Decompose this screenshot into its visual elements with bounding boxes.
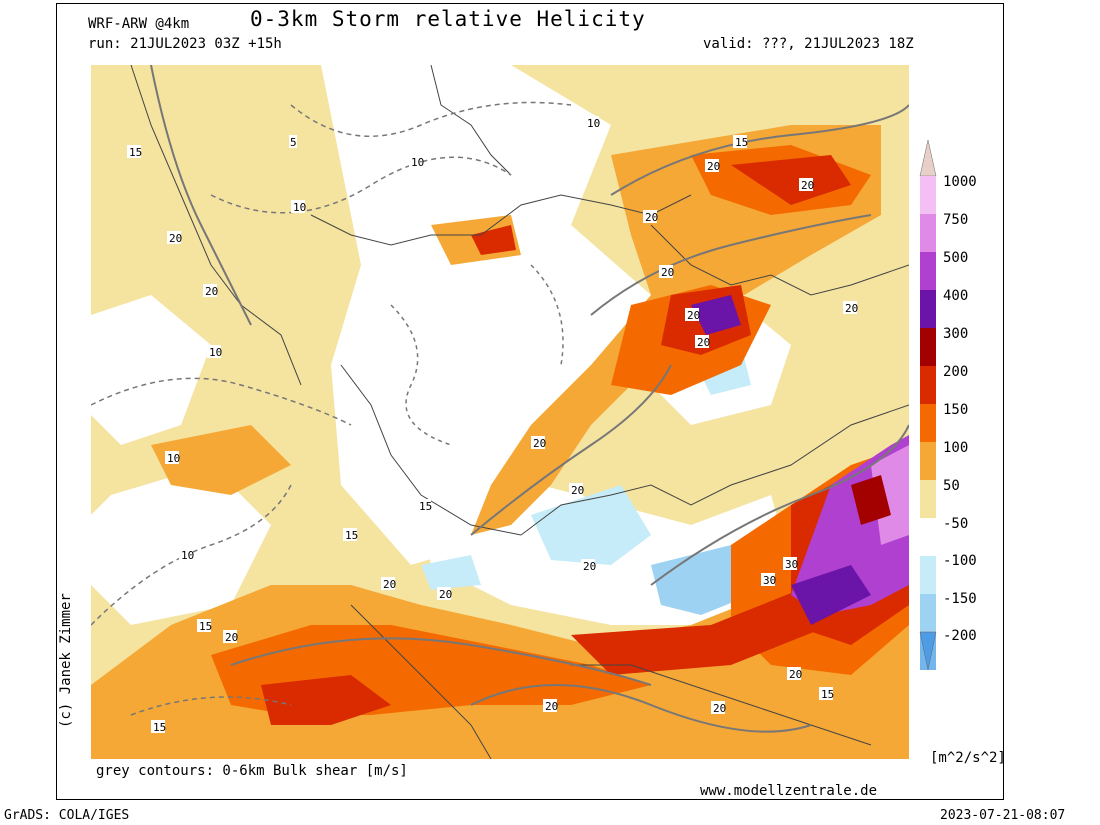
contour-label: 10 <box>585 116 600 130</box>
svg-text:20: 20 <box>713 702 726 715</box>
colorbar-tick-label: 500 <box>943 250 969 266</box>
copyright-credit: (c) Janek Zimmer <box>58 593 74 728</box>
contour-label: 10 <box>291 200 306 214</box>
svg-text:10: 10 <box>293 201 306 214</box>
svg-text:20: 20 <box>383 578 396 591</box>
figure-frame <box>56 3 1004 800</box>
contour-label: 20 <box>711 701 726 715</box>
valid-label: valid: ???, 21JUL2023 18Z <box>703 36 914 52</box>
colorbar-tick-label: -50 <box>943 516 969 532</box>
colorbar-tick-label: 300 <box>943 326 969 342</box>
contour-note: grey contours: 0-6km Bulk shear [m/s] <box>96 763 408 779</box>
contour-label: 20 <box>569 483 584 497</box>
svg-text:20: 20 <box>661 266 674 279</box>
contour-label: 20 <box>543 699 558 713</box>
contour-label: 20 <box>381 577 396 591</box>
website-label: www.modellzentrale.de <box>700 783 878 799</box>
contour-label: 15 <box>127 145 142 159</box>
contour-label: 15 <box>819 687 834 701</box>
svg-text:20: 20 <box>687 309 700 322</box>
svg-text:20: 20 <box>439 588 452 601</box>
svg-text:10: 10 <box>411 156 424 169</box>
run-label: run: 21JUL2023 03Z +15h <box>88 36 282 52</box>
svg-text:30: 30 <box>763 574 776 587</box>
svg-text:20: 20 <box>205 285 218 298</box>
svg-text:20: 20 <box>789 668 802 681</box>
colorbar-tick-label: -200 <box>943 628 977 644</box>
svg-text:20: 20 <box>545 700 558 713</box>
contour-label: 20 <box>685 308 700 322</box>
contour-label: 20 <box>581 559 596 573</box>
svg-text:15: 15 <box>199 620 212 633</box>
svg-text:20: 20 <box>645 211 658 224</box>
svg-text:15: 15 <box>129 146 142 159</box>
contour-label: 15 <box>343 528 358 542</box>
svg-text:15: 15 <box>821 688 834 701</box>
svg-text:20: 20 <box>169 232 182 245</box>
svg-text:15: 15 <box>419 500 432 513</box>
contour-label: 20 <box>531 436 546 450</box>
units-label: [m^2/s^2] <box>930 750 1006 766</box>
colorbar-tick-label: -100 <box>943 553 977 569</box>
chart-title: 0-3km Storm relative Helicity <box>250 7 646 31</box>
contour-label: 20 <box>799 178 814 192</box>
svg-text:10: 10 <box>209 346 222 359</box>
svg-text:20: 20 <box>801 179 814 192</box>
colorbar-tick-label: 750 <box>943 212 969 228</box>
svg-text:20: 20 <box>571 484 584 497</box>
model-label: WRF-ARW @4km <box>88 16 190 32</box>
colorbar-tick-label: 150 <box>943 402 969 418</box>
contour-label: 20 <box>203 284 218 298</box>
contour-label: 20 <box>695 335 710 349</box>
contour-label: 20 <box>223 630 238 644</box>
contour-label: 20 <box>843 301 858 315</box>
contour-label: 15 <box>151 720 166 734</box>
svg-text:20: 20 <box>533 437 546 450</box>
colorbar-tick-label: 1000 <box>943 174 977 190</box>
svg-text:10: 10 <box>587 117 600 130</box>
svg-text:15: 15 <box>735 136 748 149</box>
contour-label: 20 <box>787 667 802 681</box>
contour-label: 20 <box>167 231 182 245</box>
contour-label: 20 <box>659 265 674 279</box>
contour-label: 10 <box>179 548 194 562</box>
contour-label: 20 <box>643 210 658 224</box>
svg-text:10: 10 <box>167 452 180 465</box>
svg-text:15: 15 <box>153 721 166 734</box>
timestamp-label: 2023-07-21-08:07 <box>940 808 1066 823</box>
contour-label: 15 <box>197 619 212 633</box>
contour-label: 30 <box>761 573 776 587</box>
colorbar-tick-label: 200 <box>943 364 969 380</box>
svg-text:5: 5 <box>290 136 297 149</box>
contour-label: 10 <box>207 345 222 359</box>
contour-label: 15 <box>417 499 432 513</box>
svg-text:15: 15 <box>345 529 358 542</box>
helicity-map: 15 5 10 20 20 10 10 10 10 15 20 20 20 20… <box>91 65 909 759</box>
svg-text:20: 20 <box>707 160 720 173</box>
contour-label: 10 <box>409 155 424 169</box>
colorbar <box>919 139 937 671</box>
colorbar-tick-label: 100 <box>943 440 969 456</box>
svg-text:20: 20 <box>225 631 238 644</box>
colorbar-tick-label: -150 <box>943 591 977 607</box>
grads-label: GrADS: COLA/IGES <box>4 808 130 823</box>
svg-text:20: 20 <box>845 302 858 315</box>
contour-label: 10 <box>165 451 180 465</box>
colorbar-tick-label: 400 <box>943 288 969 304</box>
contour-label: 20 <box>437 587 452 601</box>
svg-text:30: 30 <box>785 558 798 571</box>
colorbar-tick-label: 50 <box>943 478 960 494</box>
contour-label: 5 <box>289 135 297 149</box>
svg-text:20: 20 <box>583 560 596 573</box>
svg-text:10: 10 <box>181 549 194 562</box>
contour-label: 15 <box>733 135 748 149</box>
contour-label: 30 <box>783 557 798 571</box>
contour-label: 20 <box>705 159 720 173</box>
svg-text:20: 20 <box>697 336 710 349</box>
